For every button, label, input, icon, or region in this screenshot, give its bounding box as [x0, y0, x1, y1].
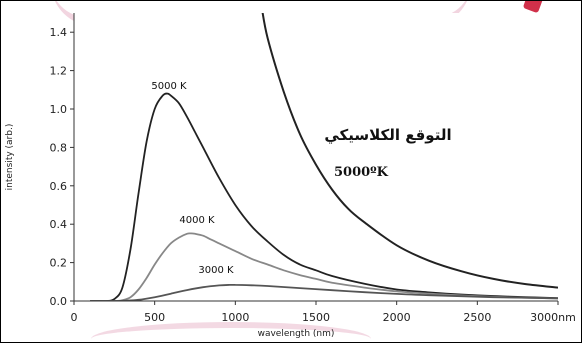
series-label-5000k: 5000 K — [151, 81, 187, 92]
x-tick-label: 2500 — [463, 311, 491, 324]
classical-prediction-label: التوقع الكلاسيكي — [324, 126, 451, 144]
curve-classical-5000k — [261, 13, 558, 289]
series-label-3000k: 3000 K — [198, 265, 234, 276]
curve-3000k — [90, 283, 558, 301]
x-tick-label: 3000nm — [530, 311, 576, 324]
plot-background — [74, 13, 558, 301]
y-tick-label: 0.2 — [50, 257, 68, 270]
y-axis-title: intensity (arb.) — [5, 124, 15, 191]
x-tick-label: 0 — [71, 311, 78, 324]
y-tick-label: 0.0 — [50, 295, 68, 308]
x-tick-label: 1500 — [302, 311, 330, 324]
x-tick-label: 500 — [144, 311, 165, 324]
y-tick-label: 1.2 — [50, 65, 68, 78]
curve-4000k — [90, 232, 558, 301]
y-tick-label: 0.6 — [50, 180, 68, 193]
series-label-4000k: 4000 K — [179, 215, 215, 226]
y-tick-label: 0.4 — [50, 218, 68, 231]
classical-temp-label: 5000ºK — [334, 165, 389, 180]
y-tick-label: 0.8 — [50, 141, 68, 154]
curve-5000k — [90, 92, 558, 301]
decorative-arc-bottom — [91, 322, 371, 342]
y-tick-label: 1.0 — [50, 103, 68, 116]
plot-area — [74, 13, 558, 301]
x-tick-label: 2000 — [383, 311, 411, 324]
y-tick-label: 1.4 — [50, 26, 68, 39]
x-axis-title: wavelength (nm) — [258, 329, 335, 339]
x-tick-label: 1000 — [221, 311, 249, 324]
